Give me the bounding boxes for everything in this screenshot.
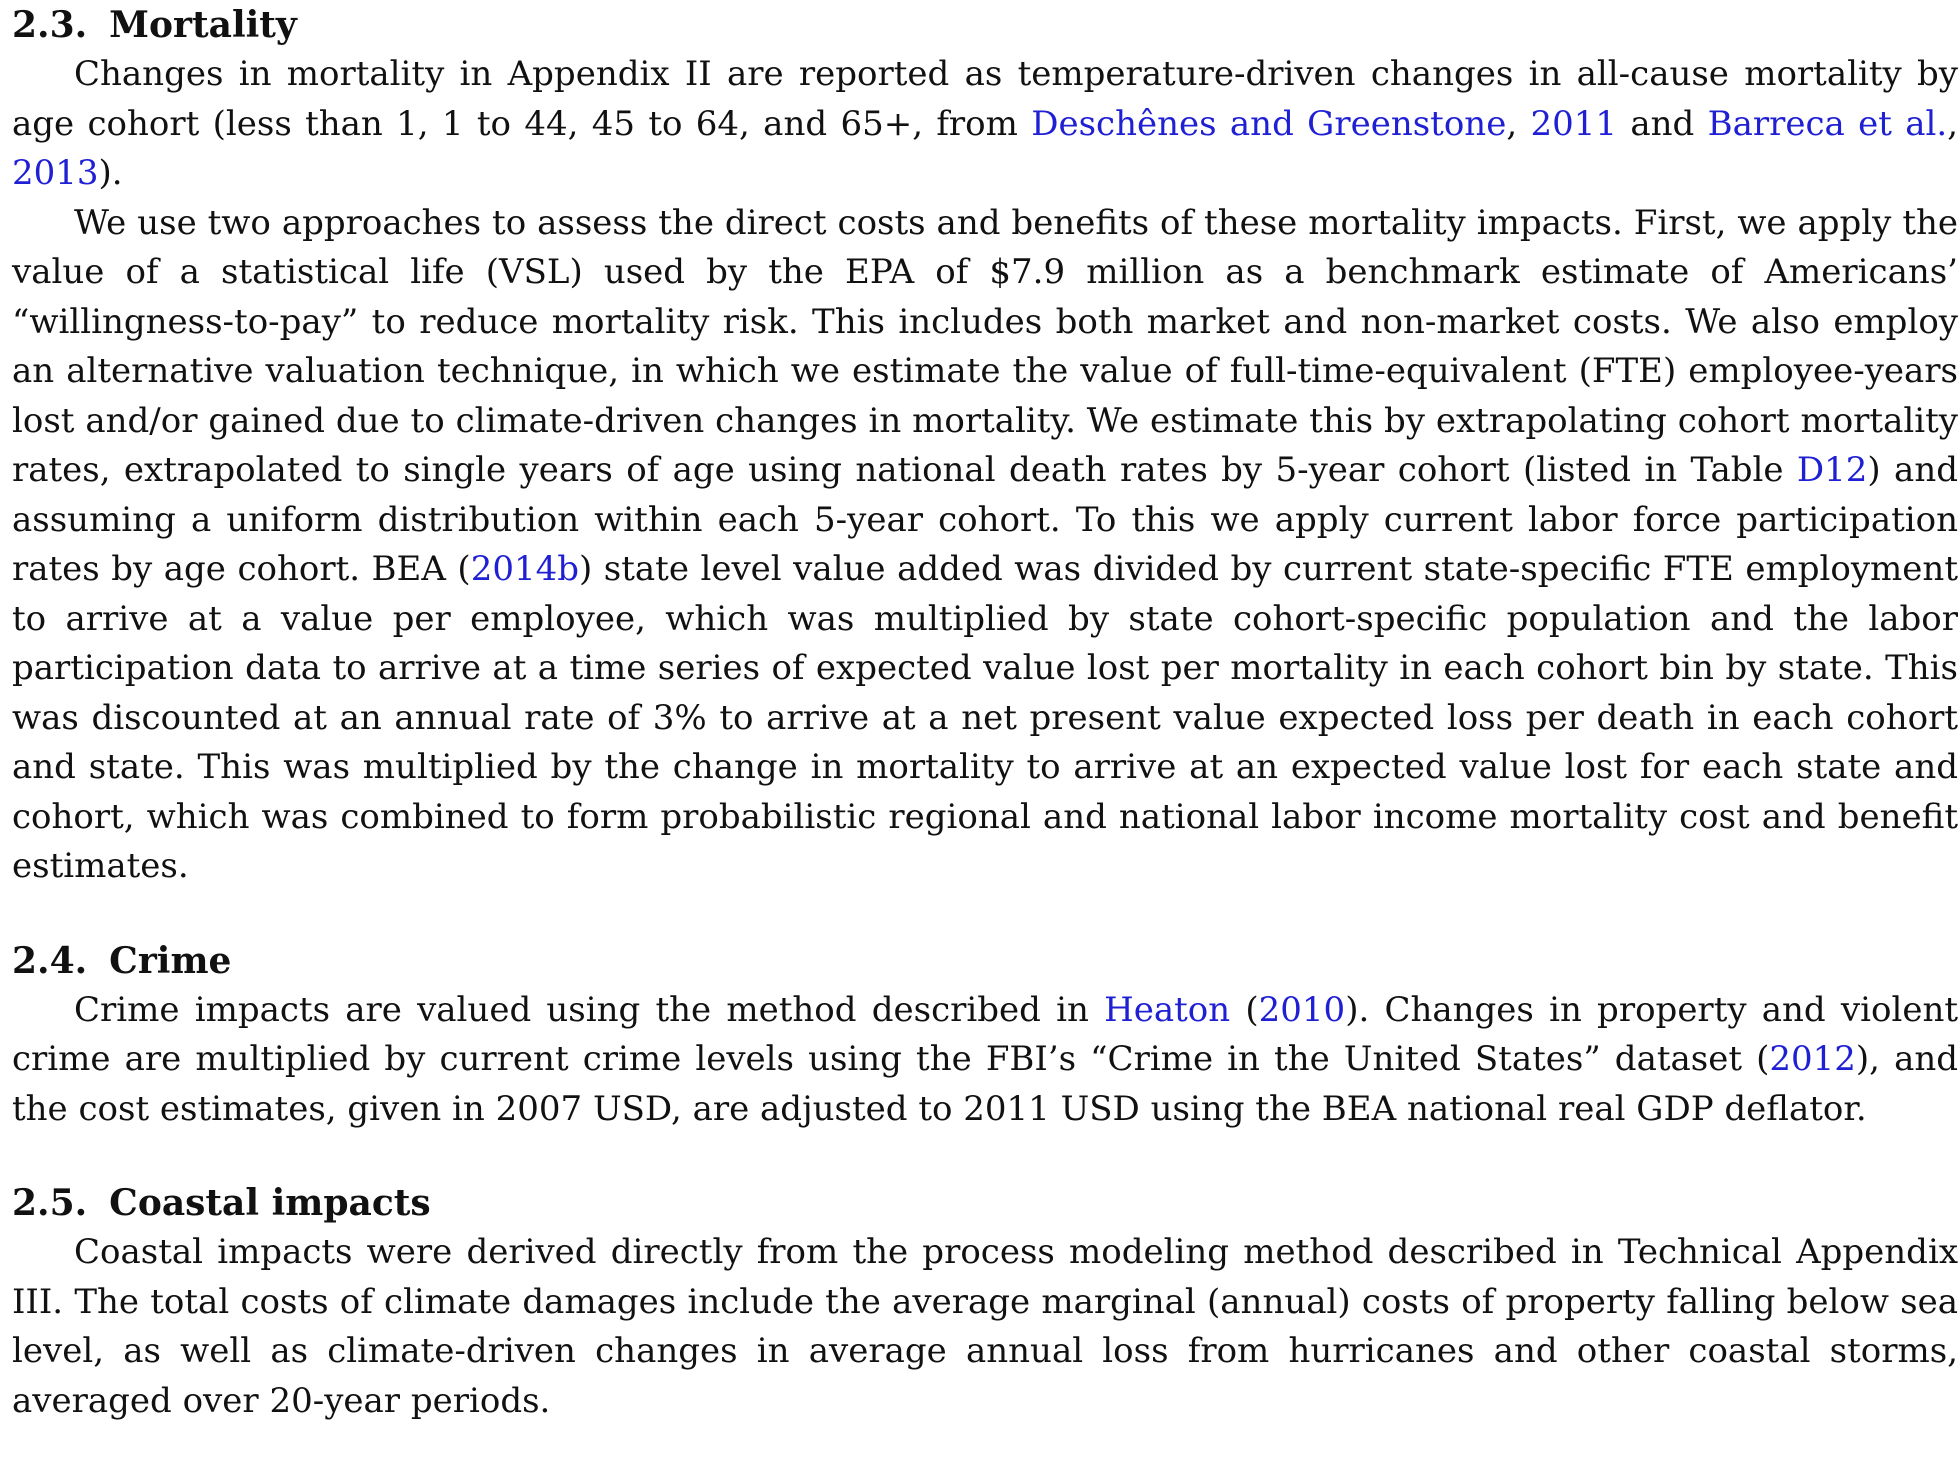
section-number: 2.3. <box>12 4 88 46</box>
section-spacer <box>12 892 1958 936</box>
table-reference-link[interactable]: D12 <box>1796 450 1868 490</box>
section-heading: 2.5. Coastal impacts <box>12 1178 1958 1228</box>
text-segment: ) state level value added was divided by… <box>12 549 1958 886</box>
text-segment: ) and assuming a uniform distribution wi… <box>12 450 1958 589</box>
paragraph: Changes in mortality in Appendix II are … <box>12 50 1958 199</box>
paragraph: We use two approaches to assess the dire… <box>12 199 1958 892</box>
section-mortality: 2.3. Mortality Changes in mortality in Ap… <box>12 0 1958 892</box>
section-spacer <box>12 1134 1958 1178</box>
section-title: Coastal impacts <box>109 1182 431 1224</box>
text-segment: ( <box>1230 989 1259 1030</box>
text-segment: Changes in mortality in Appendix II are … <box>12 54 1958 144</box>
section-number: 2.5. <box>12 1182 88 1224</box>
paragraph: Crime impacts are valued using the metho… <box>12 986 1958 1135</box>
section-heading: 2.3. Mortality <box>12 0 1958 50</box>
text-segment: and <box>1617 103 1708 144</box>
text-segment: ). <box>98 153 123 193</box>
section-coastal-impacts: 2.5. Coastal impacts Coastal impacts were… <box>12 1178 1958 1426</box>
citation-year-link[interactable]: 2013 <box>12 153 99 193</box>
text-segment: , <box>1506 103 1531 144</box>
citation-link[interactable]: Deschênes and Greenstone <box>1031 103 1507 144</box>
paragraph: Coastal impacts were derived directly fr… <box>12 1228 1958 1426</box>
section-heading: 2.4. Crime <box>12 936 1958 986</box>
section-title: Crime <box>109 939 232 982</box>
text-segment: Coastal impacts were derived directly fr… <box>12 1232 1958 1421</box>
text-segment: We use two approaches to assess the dire… <box>12 202 1958 491</box>
citation-link[interactable]: Heaton <box>1104 989 1231 1030</box>
citation-link[interactable]: Barreca et al. <box>1707 103 1948 144</box>
citation-year-link[interactable]: 2012 <box>1769 1039 1856 1079</box>
citation-year-link[interactable]: 2014b <box>470 549 579 589</box>
citation-year-link[interactable]: 2010 <box>1258 989 1346 1030</box>
text-segment: ), and the cost estimates, given in 2007… <box>12 1039 1959 1129</box>
text-segment: , <box>1947 103 1958 144</box>
section-crime: 2.4. Crime Crime impacts are valued using… <box>12 936 1958 1135</box>
text-segment: Crime impacts are valued using the metho… <box>74 989 1105 1030</box>
document-page: 2.3. Mortality Changes in mortality in Ap… <box>12 0 1958 1426</box>
citation-year-link[interactable]: 2011 <box>1530 103 1617 144</box>
section-number: 2.4. <box>12 939 88 982</box>
text-segment: ). Changes in property and violent crime… <box>12 989 1959 1080</box>
section-title: Mortality <box>109 4 297 46</box>
